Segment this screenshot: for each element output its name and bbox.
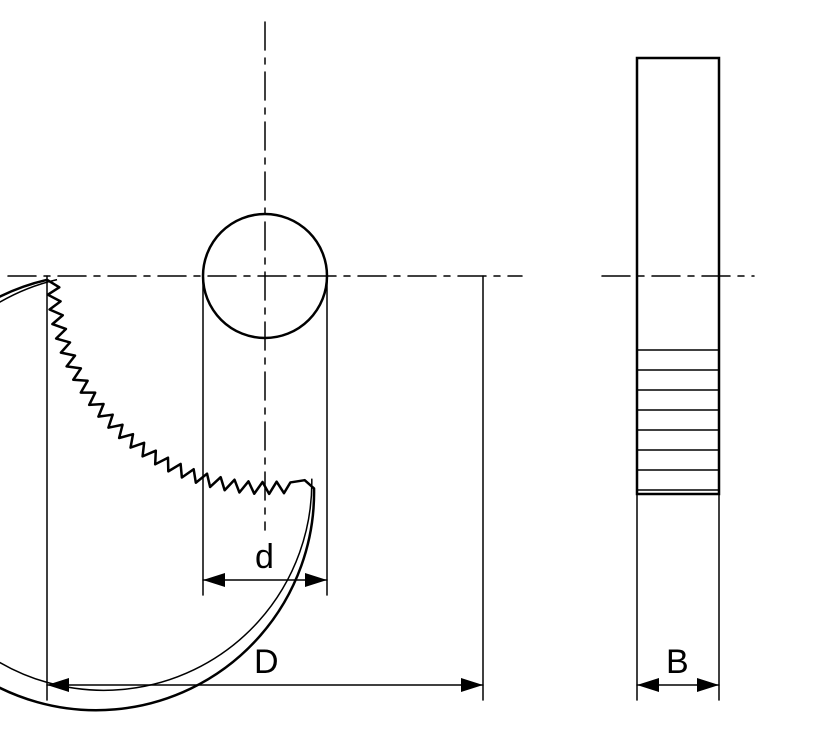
svg-text:D: D: [254, 643, 279, 681]
svg-text:d: d: [255, 538, 274, 576]
technical-drawing: d D B: [0, 0, 813, 752]
svg-text:B: B: [666, 643, 689, 681]
